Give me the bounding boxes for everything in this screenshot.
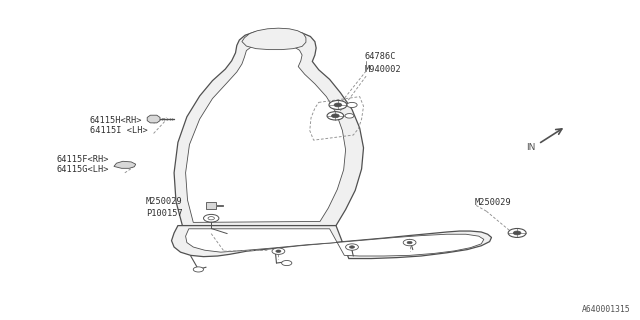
- Text: 64115F<RH>: 64115F<RH>: [56, 155, 109, 164]
- Text: 64786C: 64786C: [365, 52, 396, 61]
- Polygon shape: [242, 28, 306, 50]
- Circle shape: [327, 112, 344, 120]
- Text: 64115I <LH>: 64115I <LH>: [90, 126, 147, 135]
- Polygon shape: [174, 30, 364, 226]
- Circle shape: [334, 103, 342, 107]
- Text: M250029: M250029: [475, 198, 511, 207]
- Polygon shape: [172, 226, 492, 259]
- Text: M940002: M940002: [365, 65, 401, 74]
- Circle shape: [332, 114, 339, 118]
- Text: M250029: M250029: [146, 197, 182, 206]
- Text: A640001315: A640001315: [582, 305, 630, 314]
- Text: IN: IN: [525, 143, 535, 152]
- Circle shape: [345, 114, 354, 118]
- Circle shape: [282, 260, 292, 266]
- Circle shape: [272, 248, 285, 254]
- Text: 64115G<LH>: 64115G<LH>: [56, 165, 109, 174]
- Polygon shape: [147, 115, 160, 123]
- Text: 64115H<RH>: 64115H<RH>: [90, 116, 142, 125]
- Polygon shape: [186, 43, 346, 222]
- Circle shape: [513, 231, 521, 235]
- Text: P100157: P100157: [146, 209, 182, 218]
- Circle shape: [407, 241, 412, 244]
- Circle shape: [346, 244, 358, 250]
- Polygon shape: [186, 229, 484, 256]
- Circle shape: [193, 267, 204, 272]
- Circle shape: [403, 239, 416, 246]
- Polygon shape: [114, 161, 136, 168]
- Circle shape: [276, 250, 281, 252]
- Circle shape: [508, 228, 526, 237]
- Circle shape: [329, 100, 347, 109]
- Circle shape: [204, 214, 219, 222]
- Circle shape: [347, 102, 357, 108]
- Circle shape: [349, 246, 355, 248]
- Polygon shape: [206, 202, 223, 209]
